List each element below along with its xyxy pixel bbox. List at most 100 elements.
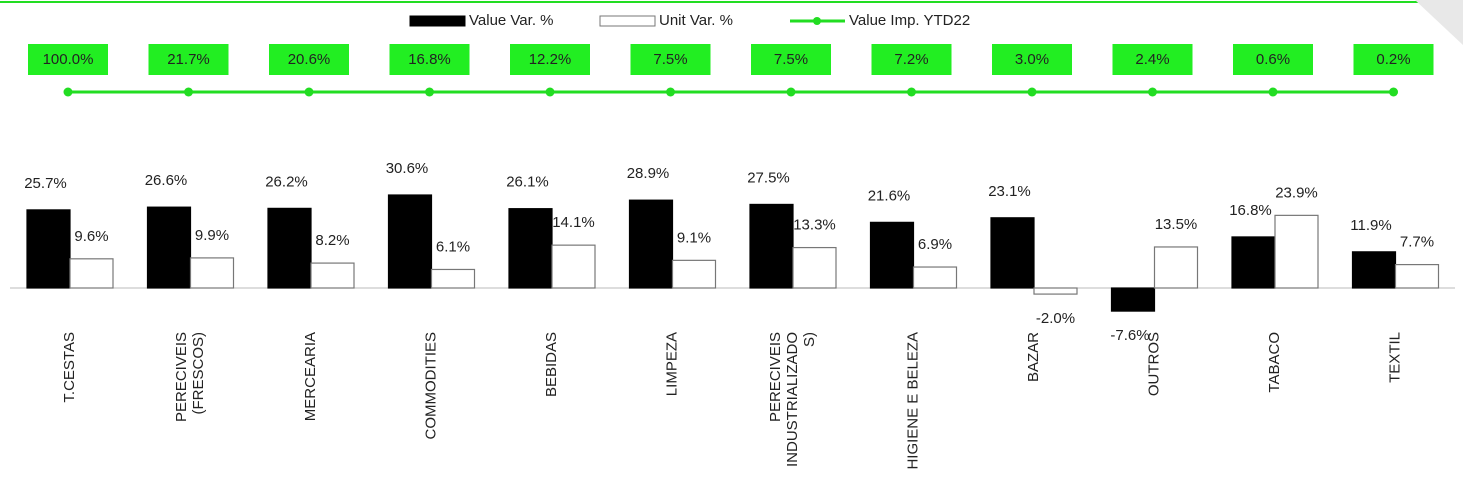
bar xyxy=(990,217,1035,289)
data-label: -2.0% xyxy=(1036,310,1075,327)
bar xyxy=(551,244,596,289)
data-label: 28.9% xyxy=(627,165,670,182)
data-label: 9.6% xyxy=(74,228,108,245)
x-tick-label: BEBIDAS xyxy=(543,332,560,397)
legend-marker xyxy=(813,17,821,25)
data-label: 26.2% xyxy=(265,173,308,190)
data-label: 8.2% xyxy=(315,232,349,249)
data-label: 0.2% xyxy=(1376,51,1410,68)
bar xyxy=(1394,263,1440,289)
data-label: 0.6% xyxy=(1256,51,1290,68)
line-marker xyxy=(63,87,73,97)
data-label-box xyxy=(630,44,711,75)
bar xyxy=(749,203,794,289)
x-tick-label: PERECIVEIS(FRESCOS) xyxy=(173,332,207,422)
data-label-box xyxy=(871,44,952,75)
data-label-box xyxy=(28,44,108,75)
bar xyxy=(26,209,71,289)
data-label: 6.1% xyxy=(436,238,470,255)
data-label: 23.1% xyxy=(988,183,1031,200)
data-label: 26.1% xyxy=(506,174,549,191)
data-label-box xyxy=(1233,44,1313,75)
data-label-box xyxy=(751,44,831,75)
bar xyxy=(1033,287,1078,295)
data-label-box xyxy=(148,44,229,75)
data-label-box xyxy=(1112,44,1193,75)
data-label: 20.6% xyxy=(288,51,331,68)
line-marker xyxy=(425,87,434,97)
x-tick-label: TABACO xyxy=(1266,332,1283,393)
line-marker xyxy=(304,87,314,97)
x-tick-label: MERCEARIA xyxy=(302,332,319,421)
line-marker xyxy=(907,87,916,97)
line-marker xyxy=(666,87,675,97)
bar xyxy=(628,199,674,289)
data-label: 100.0% xyxy=(43,51,94,68)
x-tick-label: OUTROS xyxy=(1145,332,1162,396)
data-label: 16.8% xyxy=(408,51,451,68)
bar xyxy=(671,259,717,289)
data-label-box xyxy=(269,44,349,75)
data-label: 9.9% xyxy=(195,227,229,244)
data-label: 30.6% xyxy=(386,160,429,177)
line-marker xyxy=(1027,87,1037,97)
bar xyxy=(387,194,433,289)
data-label: 13.5% xyxy=(1155,216,1198,233)
data-label: 7.2% xyxy=(894,51,928,68)
bar xyxy=(310,262,355,289)
line-marker xyxy=(1148,87,1157,97)
data-label: 7.7% xyxy=(1400,234,1434,251)
x-tick-label: COMMODITIES xyxy=(422,332,439,440)
data-label: 7.5% xyxy=(774,51,808,68)
data-label: 13.3% xyxy=(793,217,836,234)
bar xyxy=(1153,246,1199,289)
data-label: 16.8% xyxy=(1229,202,1272,219)
bar xyxy=(1231,236,1276,289)
corner-decoration xyxy=(1415,0,1463,45)
data-label: 11.9% xyxy=(1350,217,1391,234)
data-label: 12.2% xyxy=(529,51,572,68)
bar xyxy=(1274,214,1319,289)
legend-label: Value Imp. YTD22 xyxy=(849,12,970,29)
legend-swatch xyxy=(409,15,466,27)
data-label-box xyxy=(389,44,470,75)
legend-label: Value Var. % xyxy=(469,12,554,29)
bar xyxy=(69,258,114,289)
x-tick-label: HIGIENE E BELEZA xyxy=(904,332,921,470)
line-marker xyxy=(1389,87,1398,97)
bar xyxy=(508,208,553,289)
bar xyxy=(267,207,312,289)
data-label-box xyxy=(1353,44,1434,75)
data-label: 25.7% xyxy=(24,175,67,192)
data-label: 9.1% xyxy=(677,229,711,246)
bar xyxy=(869,221,915,289)
data-label: 2.4% xyxy=(1135,51,1169,68)
bar xyxy=(1110,287,1156,312)
data-label: 6.9% xyxy=(918,236,952,253)
line-marker xyxy=(786,87,796,97)
legend-swatch xyxy=(599,15,656,27)
bar xyxy=(189,257,235,289)
data-label: 21.7% xyxy=(167,51,210,68)
bar xyxy=(912,266,958,289)
data-label: 7.5% xyxy=(653,51,687,68)
data-label-box xyxy=(510,44,590,75)
data-label: -7.6% xyxy=(1110,327,1149,344)
data-label: 23.9% xyxy=(1275,184,1318,201)
x-tick-label: PERECIVEISINDUSTRIALIZADOS) xyxy=(767,332,818,467)
bar xyxy=(1351,251,1397,289)
data-label: 26.6% xyxy=(145,172,188,189)
bar xyxy=(430,268,476,289)
x-tick-label: BAZAR xyxy=(1025,332,1042,382)
line-marker xyxy=(545,87,555,97)
x-tick-label: TEXTIL xyxy=(1386,332,1403,383)
x-tick-label: T.CESTAS xyxy=(61,332,78,403)
data-label: 3.0% xyxy=(1015,51,1049,68)
data-label: 14.1% xyxy=(552,214,595,231)
bar xyxy=(146,206,192,289)
legend-label: Unit Var. % xyxy=(659,12,733,29)
data-label-box xyxy=(992,44,1072,75)
line-marker xyxy=(1268,87,1278,97)
bar xyxy=(792,246,837,289)
